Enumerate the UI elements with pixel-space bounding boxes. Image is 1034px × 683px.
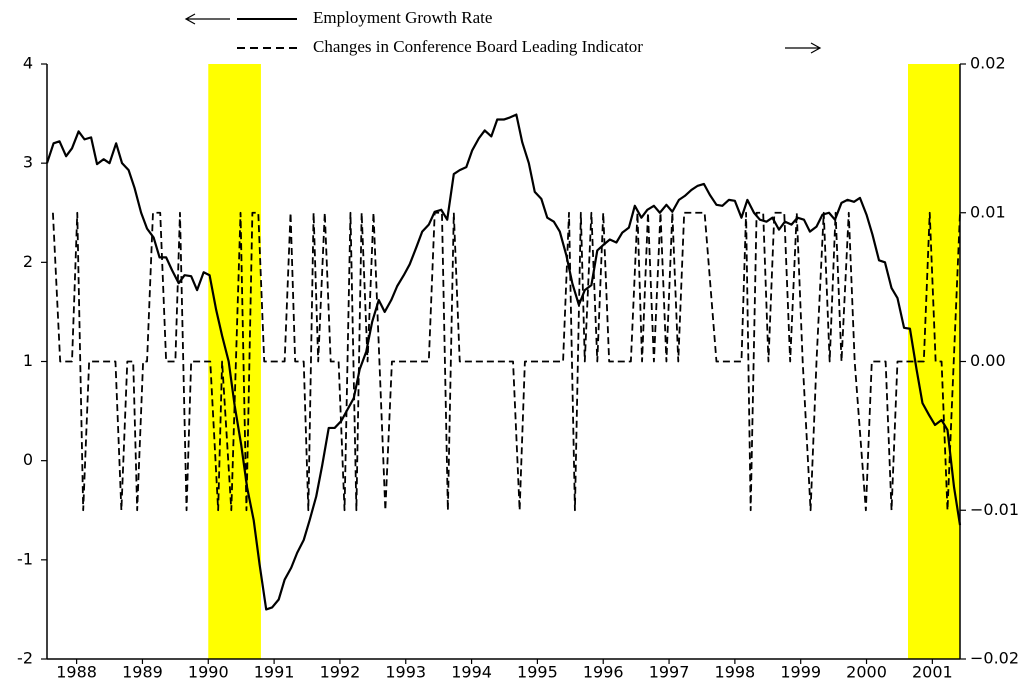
y-tick-label: 3 <box>23 153 33 172</box>
right-arrow <box>785 42 822 54</box>
y2-tick-label: 0.01 <box>970 202 1006 221</box>
x-tick-label: 2001 <box>912 663 953 682</box>
y2-tick-label: −0.02 <box>970 649 1019 668</box>
y-tick-label: -1 <box>17 549 33 568</box>
recession-band <box>208 64 261 659</box>
x-tick-label: 1992 <box>320 663 361 682</box>
series-line <box>52 211 961 512</box>
x-tick-label: 1988 <box>56 663 97 682</box>
x-tick-label: 1993 <box>385 663 426 682</box>
y-tick-label: -2 <box>17 649 33 668</box>
series-line <box>45 113 962 611</box>
x-tick-label: 1990 <box>188 663 229 682</box>
y-tick-label: 1 <box>23 351 33 370</box>
legend: Employment Growth Rate Changes in Confer… <box>184 8 822 56</box>
x-tick-label: 1991 <box>254 663 295 682</box>
legend-label: Changes in Conference Board Leading Indi… <box>313 37 643 56</box>
y2-tick-label: 0.02 <box>970 54 1006 73</box>
recession-band <box>907 64 960 659</box>
x-tick-label: 1999 <box>780 663 821 682</box>
x-tick-label: 1994 <box>451 663 492 682</box>
left-arrow <box>184 13 230 25</box>
x-tick-label: 1998 <box>715 663 756 682</box>
x-tick-label: 1995 <box>517 663 558 682</box>
recession-bands <box>208 64 960 659</box>
x-tick-label: 2000 <box>846 663 887 682</box>
x-tick-label: 1989 <box>122 663 163 682</box>
y-tick-label: 0 <box>23 450 33 469</box>
x-tick-label: 1997 <box>649 663 690 682</box>
plot-area <box>45 113 962 611</box>
y-tick-label: 4 <box>23 54 33 73</box>
x-tick-label: 1996 <box>583 663 624 682</box>
y2-tick-label: 0.00 <box>970 351 1006 370</box>
y-tick-label: 2 <box>23 252 33 271</box>
legend-label: Employment Growth Rate <box>313 8 492 27</box>
y2-tick-label: −0.01 <box>970 500 1019 519</box>
